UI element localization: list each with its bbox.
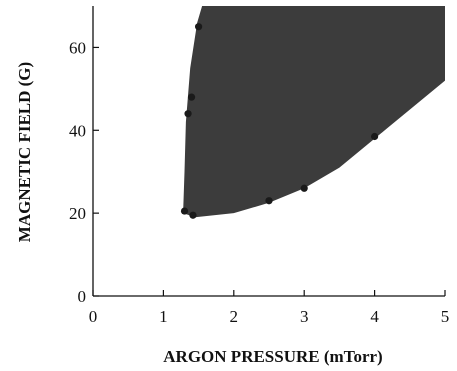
axes [92, 6, 446, 297]
data-point [265, 197, 273, 205]
data-point [195, 23, 203, 31]
x-tick-label: 5 [441, 307, 450, 326]
x-tick-label: 0 [89, 307, 98, 326]
data-point [371, 132, 379, 141]
y-tick-label: 20 [69, 204, 86, 223]
data-points [180, 23, 379, 219]
y-tick-label: 60 [69, 38, 86, 57]
data-point [187, 93, 196, 101]
shaded-region [183, 6, 445, 218]
y-tick-label: 0 [78, 287, 87, 306]
data-point [180, 207, 189, 215]
data-point [300, 184, 308, 192]
y-axis-label: MAGNETIC FIELD (G) [15, 62, 34, 242]
plot-area [183, 6, 445, 218]
x-tick-label: 3 [300, 307, 309, 326]
x-tick-label: 2 [230, 307, 239, 326]
tick-labels: 0 1 2 3 4 5 0 20 40 60 [69, 38, 449, 326]
y-tick-label: 40 [69, 121, 86, 140]
data-point [184, 110, 192, 118]
x-tick-label: 1 [159, 307, 168, 326]
data-point [189, 211, 197, 219]
x-axis-label: ARGON PRESSURE (mTorr) [163, 347, 382, 366]
x-tick-label: 4 [370, 307, 379, 326]
